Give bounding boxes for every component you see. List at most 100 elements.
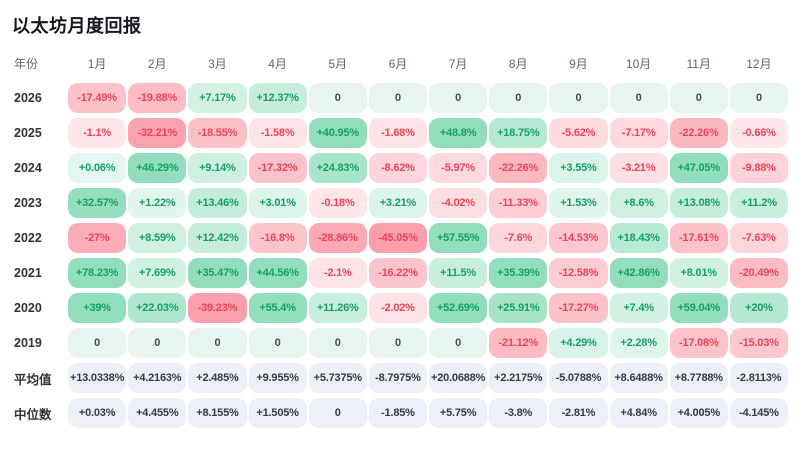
return-cell: -7.6%	[489, 223, 548, 253]
return-cell: +39%	[68, 293, 127, 323]
table-header-month-10: 10月	[625, 57, 652, 71]
return-cell: +57.55%	[429, 223, 488, 253]
year-row-label: 2025	[14, 126, 42, 140]
return-cell: -28.86%	[308, 223, 367, 253]
return-cell: +13.46%	[188, 188, 247, 218]
table-header-month-5: 5月	[328, 57, 348, 71]
return-cell: +8.6%	[609, 188, 668, 218]
return-cell: +8.6488%	[609, 363, 668, 393]
return-cell: +2.2175%	[489, 363, 548, 393]
return-cell: -11.33%	[489, 188, 548, 218]
return-cell: -3.8%	[489, 398, 548, 428]
return-cell: -7.17%	[609, 118, 668, 148]
return-cell: +3.55%	[549, 153, 608, 183]
table-header-month-6: 6月	[388, 57, 408, 71]
return-cell: +13.0338%	[68, 363, 127, 393]
return-cell: +8.59%	[128, 223, 187, 253]
return-cell: +59.04%	[669, 293, 728, 323]
return-cell: 0	[128, 328, 187, 358]
return-cell: +2.485%	[188, 363, 247, 393]
return-cell: -3.21%	[609, 153, 668, 183]
return-cell: -8.62%	[368, 153, 427, 183]
table-header-month-2: 2月	[147, 57, 167, 71]
return-cell: +35.39%	[489, 258, 548, 288]
return-cell: -45.05%	[368, 223, 427, 253]
return-cell: +22.03%	[128, 293, 187, 323]
table-header-month-1: 1月	[87, 57, 107, 71]
return-cell: +25.91%	[489, 293, 548, 323]
return-cell: -2.1%	[308, 258, 367, 288]
return-cell: 0	[368, 83, 427, 113]
return-cell: 0	[68, 328, 127, 358]
return-cell: +5.7375%	[308, 363, 367, 393]
return-cell: -2.8113%	[729, 363, 788, 393]
year-row-label: 2020	[14, 301, 42, 315]
return-cell: +52.69%	[429, 293, 488, 323]
return-cell: +7.4%	[609, 293, 668, 323]
return-cell: +4.84%	[609, 398, 668, 428]
return-cell: +11.5%	[429, 258, 488, 288]
return-cell: +8.7788%	[669, 363, 728, 393]
year-row-label: 2021	[14, 266, 42, 280]
return-cell: -4.145%	[729, 398, 788, 428]
return-cell: +4.2163%	[128, 363, 187, 393]
return-cell: +11.26%	[308, 293, 367, 323]
return-cell: +20.0688%	[429, 363, 488, 393]
return-cell: 0	[549, 83, 608, 113]
return-cell: -5.0788%	[549, 363, 608, 393]
return-cell: 0	[489, 83, 548, 113]
return-cell: +44.56%	[248, 258, 307, 288]
return-cell: +18.43%	[609, 223, 668, 253]
return-cell: -22.26%	[489, 153, 548, 183]
return-cell: +4.005%	[669, 398, 728, 428]
year-row-label: 2022	[14, 231, 42, 245]
return-cell: -1.68%	[368, 118, 427, 148]
return-cell: -39.23%	[188, 293, 247, 323]
return-cell: +0.06%	[68, 153, 127, 183]
year-row-label: 2024	[14, 161, 42, 175]
return-cell: +8.01%	[669, 258, 728, 288]
return-cell: +0.03%	[68, 398, 127, 428]
return-cell: 0	[429, 83, 488, 113]
return-cell: -18.55%	[188, 118, 247, 148]
return-cell: -32.21%	[128, 118, 187, 148]
return-cell: +7.17%	[188, 83, 247, 113]
return-cell: 0	[188, 328, 247, 358]
return-cell: +40.95%	[308, 118, 367, 148]
return-cell: -17.27%	[549, 293, 608, 323]
return-cell: +18.75%	[489, 118, 548, 148]
return-cell: +47.05%	[669, 153, 728, 183]
table-header-month-3: 3月	[208, 57, 227, 71]
return-cell: -17.32%	[248, 153, 307, 183]
return-cell: +20%	[729, 293, 788, 323]
return-cell: 0	[368, 328, 427, 358]
return-cell: -20.49%	[729, 258, 788, 288]
return-cell: -1.1%	[68, 118, 127, 148]
return-cell: -21.12%	[489, 328, 548, 358]
table-header-month-9: 9月	[569, 57, 588, 71]
return-cell: -19.88%	[128, 83, 187, 113]
return-cell: 0	[308, 398, 367, 428]
return-cell: 0	[729, 83, 788, 113]
return-cell: -17.49%	[68, 83, 127, 113]
return-cell: 0	[669, 83, 728, 113]
summary-row-label: 中位数	[14, 407, 52, 422]
return-cell: -2.02%	[368, 293, 427, 323]
return-cell: -5.62%	[549, 118, 608, 148]
table-header-year: 年份	[14, 57, 39, 71]
return-cell: +4.29%	[549, 328, 608, 358]
return-cell: +4.455%	[128, 398, 187, 428]
year-row-label: 2019	[14, 336, 42, 350]
returns-heatmap-grid: 年份 1月 2月 3月 4月 5月 6月 7月 8月 9月 10月 11月 12月 2026 -17.49%…	[10, 55, 788, 428]
return-cell: +12.37%	[248, 83, 307, 113]
summary-row-label: 平均值	[14, 372, 52, 387]
table-header-month-4: 4月	[268, 57, 287, 71]
return-cell: -1.85%	[368, 398, 427, 428]
return-cell: 0	[609, 83, 668, 113]
return-cell: 0	[248, 328, 307, 358]
return-cell: -16.22%	[368, 258, 427, 288]
return-cell: -9.88%	[729, 153, 788, 183]
return-cell: +3.01%	[248, 188, 307, 218]
return-cell: +12.42%	[188, 223, 247, 253]
page-title: 以太坊月度回报	[12, 16, 142, 36]
